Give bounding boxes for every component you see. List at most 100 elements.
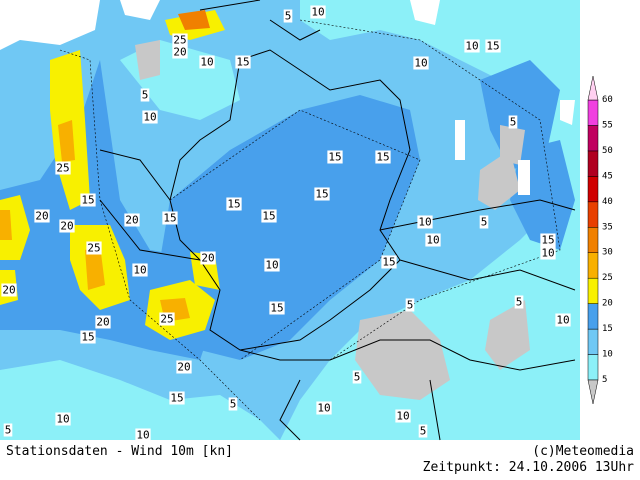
legend-label: 15 (602, 324, 613, 334)
contour-label: 25 (87, 242, 100, 255)
legend-label: 60 (602, 95, 613, 105)
contour-label: 5 (510, 116, 517, 129)
footer-time: Zeitpunkt: 24.10.2006 13Uhr (423, 460, 634, 475)
contour-label: 20 (177, 361, 190, 374)
contour-label: 10 (265, 259, 278, 272)
contour-label: 5 (354, 371, 361, 384)
contour-label: 15 (81, 194, 94, 207)
legend-swatch (587, 277, 599, 304)
legend-label: 30 (602, 248, 613, 258)
contour-label: 5 (230, 398, 237, 411)
label-box (162, 211, 178, 225)
label-box (226, 197, 242, 211)
label-box (140, 88, 150, 102)
contour-label: 10 (311, 6, 324, 19)
contour-label: 5 (285, 10, 292, 23)
label-box (264, 258, 280, 272)
label-box (314, 187, 330, 201)
contour-label: 15 (81, 331, 94, 344)
label-box (514, 295, 524, 309)
contour-label: 5 (142, 89, 149, 102)
legend-label: 45 (602, 171, 613, 181)
legend-swatch (587, 150, 599, 177)
legend-swatch (587, 99, 599, 126)
label-box (169, 391, 185, 405)
contour-label: 10 (200, 56, 213, 69)
label-box (261, 209, 277, 223)
contour-label: 10 (396, 410, 409, 423)
contour-label: 10 (418, 216, 431, 229)
contour-label: 10 (133, 264, 146, 277)
contour-label: 5 (481, 216, 488, 229)
contour-label: 10 (143, 111, 156, 124)
label-box (381, 255, 397, 269)
contour-label: 15 (541, 234, 554, 247)
contour-label: 15 (163, 212, 176, 225)
contour-label: 25 (56, 162, 69, 175)
contour-label: 10 (317, 402, 330, 415)
label-box (1, 283, 17, 297)
label-box (555, 313, 571, 327)
contour-label: 10 (465, 40, 478, 53)
legend-swatch (587, 176, 599, 203)
contour-label: 15 (315, 188, 328, 201)
label-box (200, 251, 216, 265)
label-box (235, 55, 251, 69)
label-box (425, 233, 441, 247)
label-box (135, 428, 151, 442)
contour-label: 5 (5, 424, 12, 437)
contour-label: 5 (407, 299, 414, 312)
label-box (464, 39, 480, 53)
label-box (283, 9, 293, 23)
legend-label: 10 (602, 350, 613, 360)
contour-label: 25 (160, 313, 173, 326)
contour-label: 20 (35, 210, 48, 223)
map-field (0, 0, 580, 441)
legend-swatch (587, 328, 599, 355)
label-box (86, 241, 102, 255)
legend-swatch (587, 227, 599, 253)
legend-under (587, 379, 599, 405)
label-box (228, 397, 238, 411)
label-box (142, 110, 158, 124)
label-box (405, 298, 415, 312)
legend-label: 35 (602, 222, 613, 232)
label-box (124, 213, 140, 227)
legend-swatch (587, 201, 599, 228)
label-box (176, 360, 192, 374)
contour-label: 5 (420, 425, 427, 438)
contour-label: 10 (541, 247, 554, 260)
label-box (269, 301, 285, 315)
contour-label: 15 (262, 210, 275, 223)
label-box (327, 150, 343, 164)
contour-label: 10 (556, 314, 569, 327)
contour-label: 10 (136, 429, 149, 442)
contour-labels: 25 20 10 15 5 10 5 10 25 20 20 15 20 15 … (1, 5, 571, 442)
label-box (172, 33, 188, 47)
legend-swatch (587, 252, 599, 279)
legend-swatch (587, 354, 599, 381)
legend-label: 50 (602, 146, 613, 156)
contour-label: 20 (173, 46, 186, 59)
contour-label: 15 (170, 392, 183, 405)
legend: 5 10 15 20 25 30 35 40 45 50 55 60 (587, 75, 613, 405)
label-box (199, 55, 215, 69)
contour-label: 15 (328, 151, 341, 164)
label-box (310, 5, 326, 19)
legend-label: 40 (602, 197, 613, 207)
footer-copyright: (c)Meteomedia (532, 444, 634, 459)
contour-label: 25 (173, 34, 186, 47)
label-box (172, 45, 188, 59)
contour-label: 15 (486, 40, 499, 53)
contour-label: 20 (125, 214, 138, 227)
contour-label: 15 (236, 56, 249, 69)
contour-label: 10 (426, 234, 439, 247)
label-box (352, 370, 362, 384)
legend-over (587, 75, 599, 101)
legend-label: 55 (602, 120, 613, 130)
contour-label: 5 (516, 296, 523, 309)
label-box (3, 423, 13, 437)
footer-title: Stationsdaten - Wind 10m [kn] (6, 444, 233, 459)
